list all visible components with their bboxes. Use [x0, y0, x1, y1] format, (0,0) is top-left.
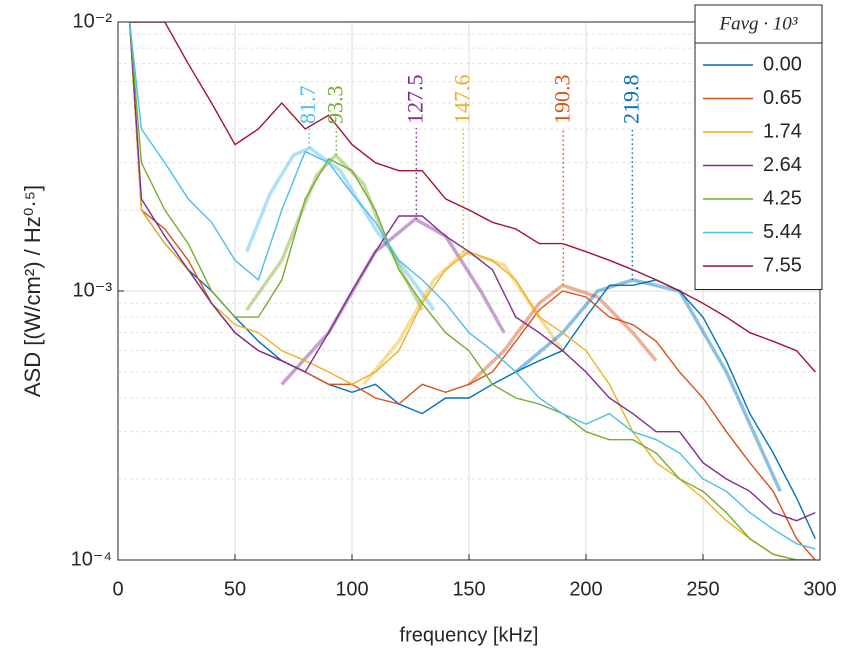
- x-tick-label: 150: [452, 578, 485, 600]
- peak-label: 190.3: [549, 75, 574, 125]
- peak-label: 147.6: [449, 75, 474, 125]
- legend-label: 5.44: [763, 221, 802, 243]
- line-series: [129, 22, 816, 560]
- legend-label: 4.25: [763, 187, 802, 209]
- axes-box: [117, 21, 821, 561]
- y-tick-label: 10⁻⁴: [71, 548, 112, 570]
- plot-lines: [129, 22, 816, 560]
- legend-label: 0.00: [763, 53, 802, 75]
- x-tick-label: 50: [224, 578, 246, 600]
- legend-label: 2.64: [763, 154, 802, 176]
- line-series: [129, 22, 816, 522]
- y-tick-label: 10⁻³: [73, 279, 113, 301]
- y-tick-label: 10⁻²: [73, 10, 113, 32]
- legend-title-box: [694, 4, 823, 44]
- line-series: [129, 22, 816, 550]
- x-tick-label: 300: [803, 578, 836, 600]
- x-tick-label: 100: [335, 578, 368, 600]
- peak-label: 81.7: [295, 86, 320, 125]
- x-axis-label: frequency [kHz]: [400, 624, 539, 646]
- peak-label: 127.5: [402, 75, 427, 125]
- legend-title: Favg · 10³: [719, 13, 798, 34]
- peak-label: 219.8: [618, 75, 643, 125]
- x-tick-label: 0: [112, 578, 123, 600]
- x-tick-label: 200: [569, 578, 602, 600]
- peak-label: 93.3: [322, 86, 347, 125]
- line-series: [129, 22, 816, 373]
- legend-label: 1.74: [763, 120, 802, 142]
- legend-label: 7.55: [763, 254, 802, 276]
- y-axis-label: ASD [(W/cm²) / Hz⁰·⁵]: [20, 185, 45, 397]
- legend-label: 0.65: [763, 87, 802, 109]
- x-tick-label: 250: [686, 578, 719, 600]
